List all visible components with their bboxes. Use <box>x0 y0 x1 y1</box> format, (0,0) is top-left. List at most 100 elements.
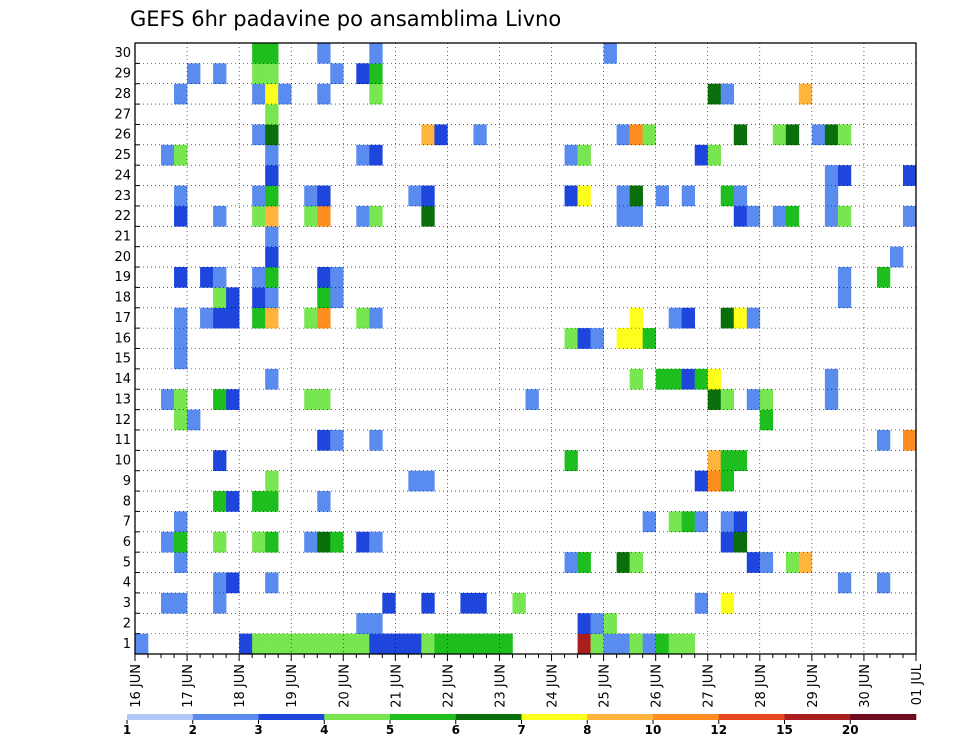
heatmap-cell <box>174 552 188 573</box>
heatmap-cell <box>252 287 266 309</box>
heatmap-cell <box>837 267 852 288</box>
y-tick-label: 17 <box>114 311 131 326</box>
colorbar-tick-label: 7 <box>517 723 525 737</box>
heatmap-cell <box>369 63 383 85</box>
heatmap-cell <box>265 491 279 512</box>
heatmap-cell <box>603 43 617 64</box>
heatmap-cell <box>707 450 722 471</box>
heatmap-cell <box>408 633 422 655</box>
heatmap-cell <box>213 531 227 553</box>
heatmap-cell <box>330 429 344 451</box>
heatmap-cell <box>252 185 266 207</box>
heatmap-cell <box>356 144 370 166</box>
heatmap-cell <box>226 389 240 410</box>
heatmap-cell <box>590 328 604 349</box>
heatmap-cell <box>265 205 279 227</box>
heatmap-cell <box>837 165 852 186</box>
heatmap-cell <box>733 307 748 329</box>
y-tick-label: 18 <box>114 291 131 306</box>
heatmap-cell <box>811 124 826 146</box>
y-tick-label: 9 <box>123 474 131 489</box>
heatmap-cell <box>473 592 487 614</box>
heatmap-cell <box>265 43 279 64</box>
heatmap-cell <box>369 633 383 655</box>
heatmap-cell <box>161 531 175 553</box>
heatmap-cell <box>707 83 722 105</box>
heatmap-cell <box>226 307 240 329</box>
heatmap-cell <box>356 633 370 655</box>
heatmap-cell <box>369 429 383 451</box>
y-tick-label: 19 <box>114 270 131 285</box>
heatmap-cell <box>317 491 331 512</box>
heatmap-cell <box>720 83 735 105</box>
heatmap-cell <box>174 348 188 370</box>
heatmap-cell <box>135 633 149 655</box>
y-tick-label: 15 <box>114 352 131 367</box>
heatmap-cell <box>902 429 917 451</box>
heatmap-cell <box>798 83 813 105</box>
heatmap-cell <box>525 389 539 410</box>
heatmap-cell <box>252 205 266 227</box>
y-tick-label: 1 <box>123 637 131 652</box>
y-tick-label: 4 <box>123 576 131 591</box>
x-tick-label: 19 JUN <box>285 664 300 708</box>
y-tick-label: 27 <box>114 107 131 122</box>
colorbar-tick-label: 1 <box>123 723 131 737</box>
heatmap-cell <box>746 307 761 329</box>
heatmap-cell <box>174 511 188 533</box>
heatmap-cell <box>707 470 722 492</box>
heatmap-cell <box>174 389 188 410</box>
y-tick-label: 22 <box>114 209 131 224</box>
y-tick-label: 29 <box>114 67 131 82</box>
heatmap-cell <box>265 470 279 492</box>
heatmap-cell <box>174 83 188 105</box>
heatmap-cell <box>252 531 266 553</box>
heatmap-cell <box>785 205 800 227</box>
heatmap-cell <box>265 307 279 329</box>
heatmap-cell <box>681 185 696 207</box>
x-tick-label: 17 JUN <box>181 664 196 708</box>
heatmap-cell <box>161 389 175 410</box>
heatmap-cell <box>317 83 331 105</box>
colorbar-segment <box>258 714 325 720</box>
heatmap-cell <box>174 144 188 166</box>
y-tick-label: 7 <box>123 515 131 530</box>
heatmap-cell <box>486 633 500 655</box>
heatmap-cell <box>278 633 292 655</box>
heatmap-cell <box>902 165 917 186</box>
y-tick-label: 26 <box>114 128 131 143</box>
x-tick-label: 26 JUN <box>650 664 665 708</box>
heatmap-cell <box>460 592 474 614</box>
heatmap-cell <box>356 307 370 329</box>
heatmap-cell <box>707 144 722 166</box>
heatmap-cell <box>330 633 344 655</box>
heatmap-cell <box>226 572 240 594</box>
heatmap-cell <box>629 205 643 227</box>
heatmap-cell <box>577 633 591 655</box>
heatmap-cell <box>902 205 917 227</box>
heatmap-cell <box>876 572 891 594</box>
heatmap-cell <box>876 267 891 288</box>
heatmap-cell <box>226 287 240 309</box>
heatmap-cell <box>252 633 266 655</box>
heatmap-cell <box>356 63 370 85</box>
colorbar-segment <box>850 714 917 720</box>
heatmap-cell <box>252 267 266 288</box>
y-tick-label: 2 <box>123 616 131 631</box>
heatmap-cell <box>720 450 735 471</box>
heatmap-cell <box>213 205 227 227</box>
colorbar-tick-label: 12 <box>710 723 727 737</box>
heatmap-cell <box>889 246 904 268</box>
heatmap-cell <box>421 185 435 207</box>
y-tick-label: 24 <box>114 168 131 183</box>
y-tick-label: 10 <box>114 454 131 469</box>
heatmap-cell <box>200 267 214 288</box>
heatmap-cell <box>720 185 735 207</box>
heatmap-cell <box>278 83 292 105</box>
heatmap-cell <box>304 307 318 329</box>
y-tick-label: 20 <box>114 250 131 265</box>
colorbar-segment <box>521 714 588 720</box>
heatmap-cell <box>161 144 175 166</box>
y-tick-label: 28 <box>114 87 131 102</box>
heatmap-cell <box>694 470 709 492</box>
